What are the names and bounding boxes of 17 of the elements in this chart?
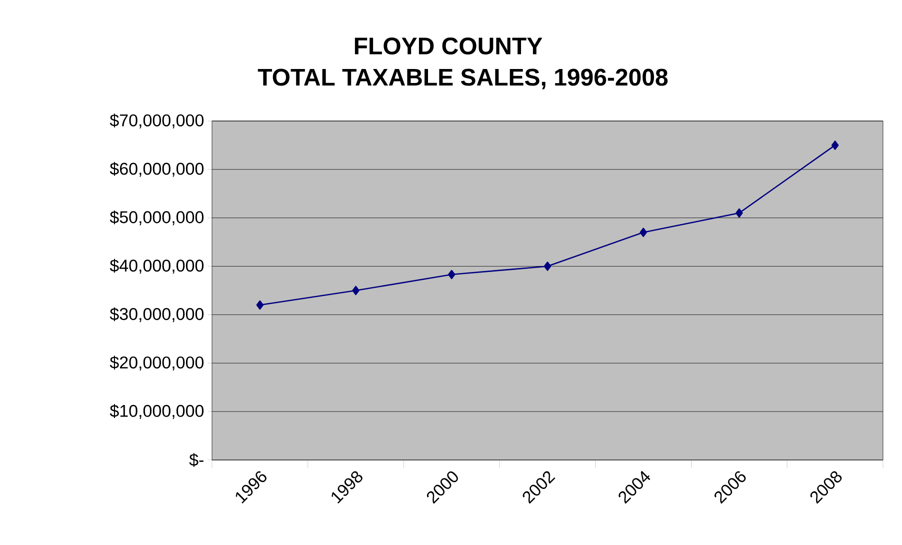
y-tick-label: $20,000,000 (110, 356, 204, 371)
point (256, 300, 264, 310)
chart-title: FLOYD COUNTY (354, 38, 542, 54)
point (831, 140, 839, 150)
point (544, 262, 552, 271)
y-tick-label: $40,000,000 (110, 258, 204, 274)
y-tick-label: $- (189, 453, 204, 467)
y-tick-label: $50,000,000 (110, 210, 204, 226)
y-tick-label: $10,000,000 (110, 404, 204, 419)
y-tick-label: $30,000,000 (110, 307, 204, 322)
point (448, 270, 456, 280)
chart-subtitle: TOTAL TAXABLE SALES, 1996-2008 (258, 68, 668, 90)
y-tick-label: $70,000,000 (110, 114, 204, 128)
point (736, 208, 743, 218)
point (640, 228, 647, 238)
y-tick-label: $60,000,000 (110, 162, 204, 177)
point (352, 286, 360, 296)
